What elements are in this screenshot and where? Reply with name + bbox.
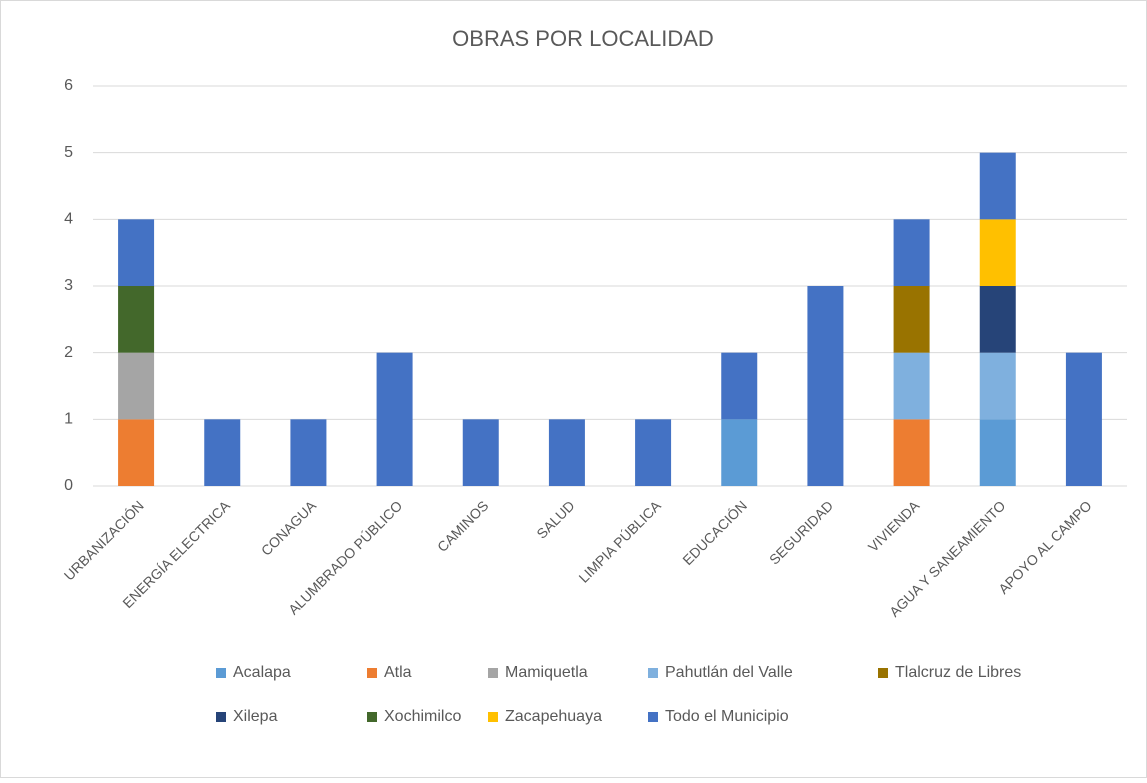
legend-marker — [216, 712, 226, 722]
legend-label: Tlalcruz de Libres — [895, 664, 1021, 681]
legend-label: Zacapehuaya — [505, 708, 602, 725]
bar-segment — [376, 352, 413, 486]
bar-segment — [721, 352, 758, 420]
bar-segment — [548, 419, 585, 486]
y-tick-label: 0 — [64, 477, 73, 494]
bar-segment — [893, 419, 930, 486]
legend-marker — [367, 712, 377, 722]
bar-segment — [118, 219, 155, 286]
bar-segment — [721, 419, 758, 486]
legend-marker — [648, 668, 658, 678]
bar-segment — [893, 352, 930, 420]
bar-segment — [118, 419, 155, 486]
legend-label: Acalapa — [233, 664, 291, 681]
y-tick-label: 1 — [64, 411, 73, 428]
bar-segment — [979, 352, 1016, 420]
bar-segment — [290, 419, 327, 486]
y-tick-label: 3 — [64, 277, 73, 294]
legend-marker — [367, 668, 377, 678]
legend-label: Mamiquetla — [505, 664, 588, 681]
chart-title: OBRAS POR LOCALIDAD — [452, 26, 714, 51]
y-tick-label: 5 — [64, 144, 73, 161]
bar-segment — [979, 286, 1016, 353]
legend-label: Xochimilco — [384, 708, 461, 725]
y-tick-label: 6 — [64, 77, 73, 94]
legend-marker — [488, 712, 498, 722]
legend-marker — [216, 668, 226, 678]
bar-segment — [893, 286, 930, 353]
bar-segment — [462, 419, 499, 486]
legend-label: Xilepa — [233, 708, 278, 725]
legend-marker — [488, 668, 498, 678]
legend-label: Pahutlán del Valle — [665, 664, 793, 681]
bar-segment — [118, 352, 155, 420]
bar-segment — [807, 286, 844, 486]
bar-segment — [893, 219, 930, 286]
y-tick-label: 4 — [64, 211, 73, 228]
legend-marker — [878, 668, 888, 678]
legend-label: Atla — [384, 664, 412, 681]
y-tick-label: 2 — [64, 344, 73, 361]
bar-segment — [118, 286, 155, 353]
bar-segment — [1065, 352, 1102, 486]
bar-segment — [979, 419, 1016, 486]
bar-segment — [635, 419, 672, 486]
bar-segment — [979, 219, 1016, 286]
bar-segment — [204, 419, 241, 486]
legend-label: Todo el Municipio — [665, 708, 789, 725]
bar-segment — [979, 152, 1016, 220]
legend-marker — [648, 712, 658, 722]
